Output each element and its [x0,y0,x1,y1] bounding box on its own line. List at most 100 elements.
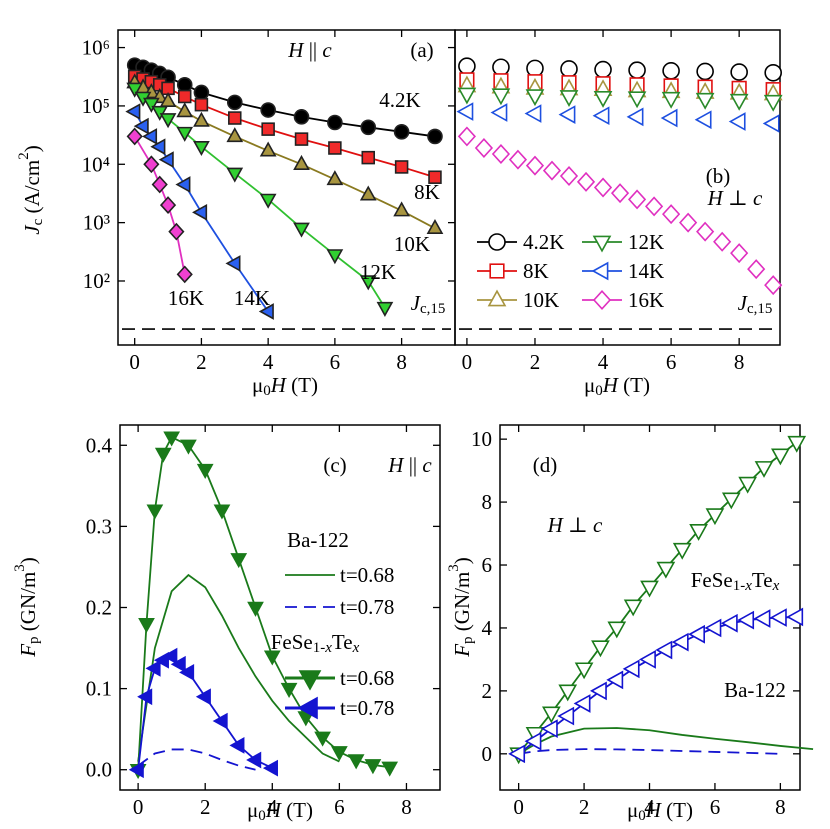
marker [159,91,177,108]
marker [737,610,755,630]
marker [326,170,344,186]
marker [328,141,342,155]
marker [573,694,591,713]
marker [180,439,197,455]
legend-marker [592,290,612,310]
text-part: H [602,373,620,397]
series-label: 8K [414,180,440,204]
text-part: J [738,291,749,315]
annotation: Ba-122 [724,678,786,702]
text-part: F [450,644,474,658]
text-part: H [707,186,725,210]
text-part: ⊥ [723,186,753,210]
marker [729,93,749,111]
marker [359,275,377,291]
annotation: FeSe1-xTex [691,568,780,594]
x-tick-label: 8 [396,350,407,374]
marker [558,105,576,124]
marker [628,61,646,79]
x-tick-label: 6 [666,350,677,374]
text-part: c [30,218,46,225]
y-axis-label: Fp (GN/m3) [446,557,476,658]
text-part: (GN/m [450,572,474,637]
marker [671,632,689,652]
marker [158,151,174,169]
marker [263,650,281,666]
marker [491,88,511,106]
marker [347,754,365,770]
marker [259,141,277,157]
x-tick-label: 2 [530,350,541,374]
legend-marker [488,233,506,251]
x-tick-label: 0 [462,350,473,374]
marker [146,504,164,520]
text-part: x [744,578,752,594]
marker [159,113,177,129]
marker [754,461,774,478]
marker [557,706,575,726]
marker [176,77,193,93]
x-tick-label: 4 [598,350,609,374]
marker [696,62,714,81]
marker [125,103,141,120]
marker [458,57,476,75]
marker [361,150,375,165]
text-part: c [422,453,432,477]
marker [126,82,144,98]
marker [508,149,528,170]
plot-frame [454,29,781,346]
text-part: 1- [313,640,326,656]
marker [738,476,758,494]
legend-label: 8K [523,259,549,283]
legend-marker [297,696,318,720]
marker [176,265,193,284]
marker [226,167,244,183]
y-tick-label: 10⁴ [82,152,110,176]
marker [574,662,594,680]
marker [137,688,153,706]
series-line [134,87,386,309]
marker [490,103,508,122]
text-part: c [322,38,332,62]
text-part: J [411,291,422,315]
marker [764,63,782,82]
marker [195,688,211,706]
marker [764,275,783,296]
text-part: FeSe [271,630,313,654]
text-part: c [753,186,763,210]
y-tick-label: 6 [482,553,493,577]
text-part: 0 [638,808,646,824]
series-label: 10K [394,232,430,256]
x-tick-label: 2 [200,795,211,819]
y-axis-label: Jc (A/cm2) [16,145,46,234]
marker [688,624,705,644]
x-tick-label: 8 [401,795,412,819]
text-part: H [287,38,305,62]
text-part: || [403,453,422,477]
marker [150,138,166,156]
text-part: H [387,453,405,477]
marker [623,599,643,617]
x-tick-label: 4 [644,795,655,819]
y-tick-label: 10³ [83,211,110,235]
marker [730,243,749,264]
annotation: Ba-122 [287,528,349,552]
y-tick-label: 0.2 [86,596,112,620]
series-label: 16K [168,286,204,310]
y-axis-label: Fp (GN/m3) [12,557,42,658]
marker [626,107,644,127]
marker [359,185,377,201]
marker [655,640,673,660]
x-tick-label: 2 [196,350,207,374]
marker [660,108,678,128]
text-part: c,15 [420,301,445,317]
annotation: (b) [706,164,731,188]
series-label: 4.2K [379,88,420,112]
marker [771,448,790,466]
marker [228,111,242,125]
marker [607,621,627,639]
text-part: p [460,636,476,644]
marker [656,561,676,579]
y-tick-label: 0.3 [86,514,112,538]
